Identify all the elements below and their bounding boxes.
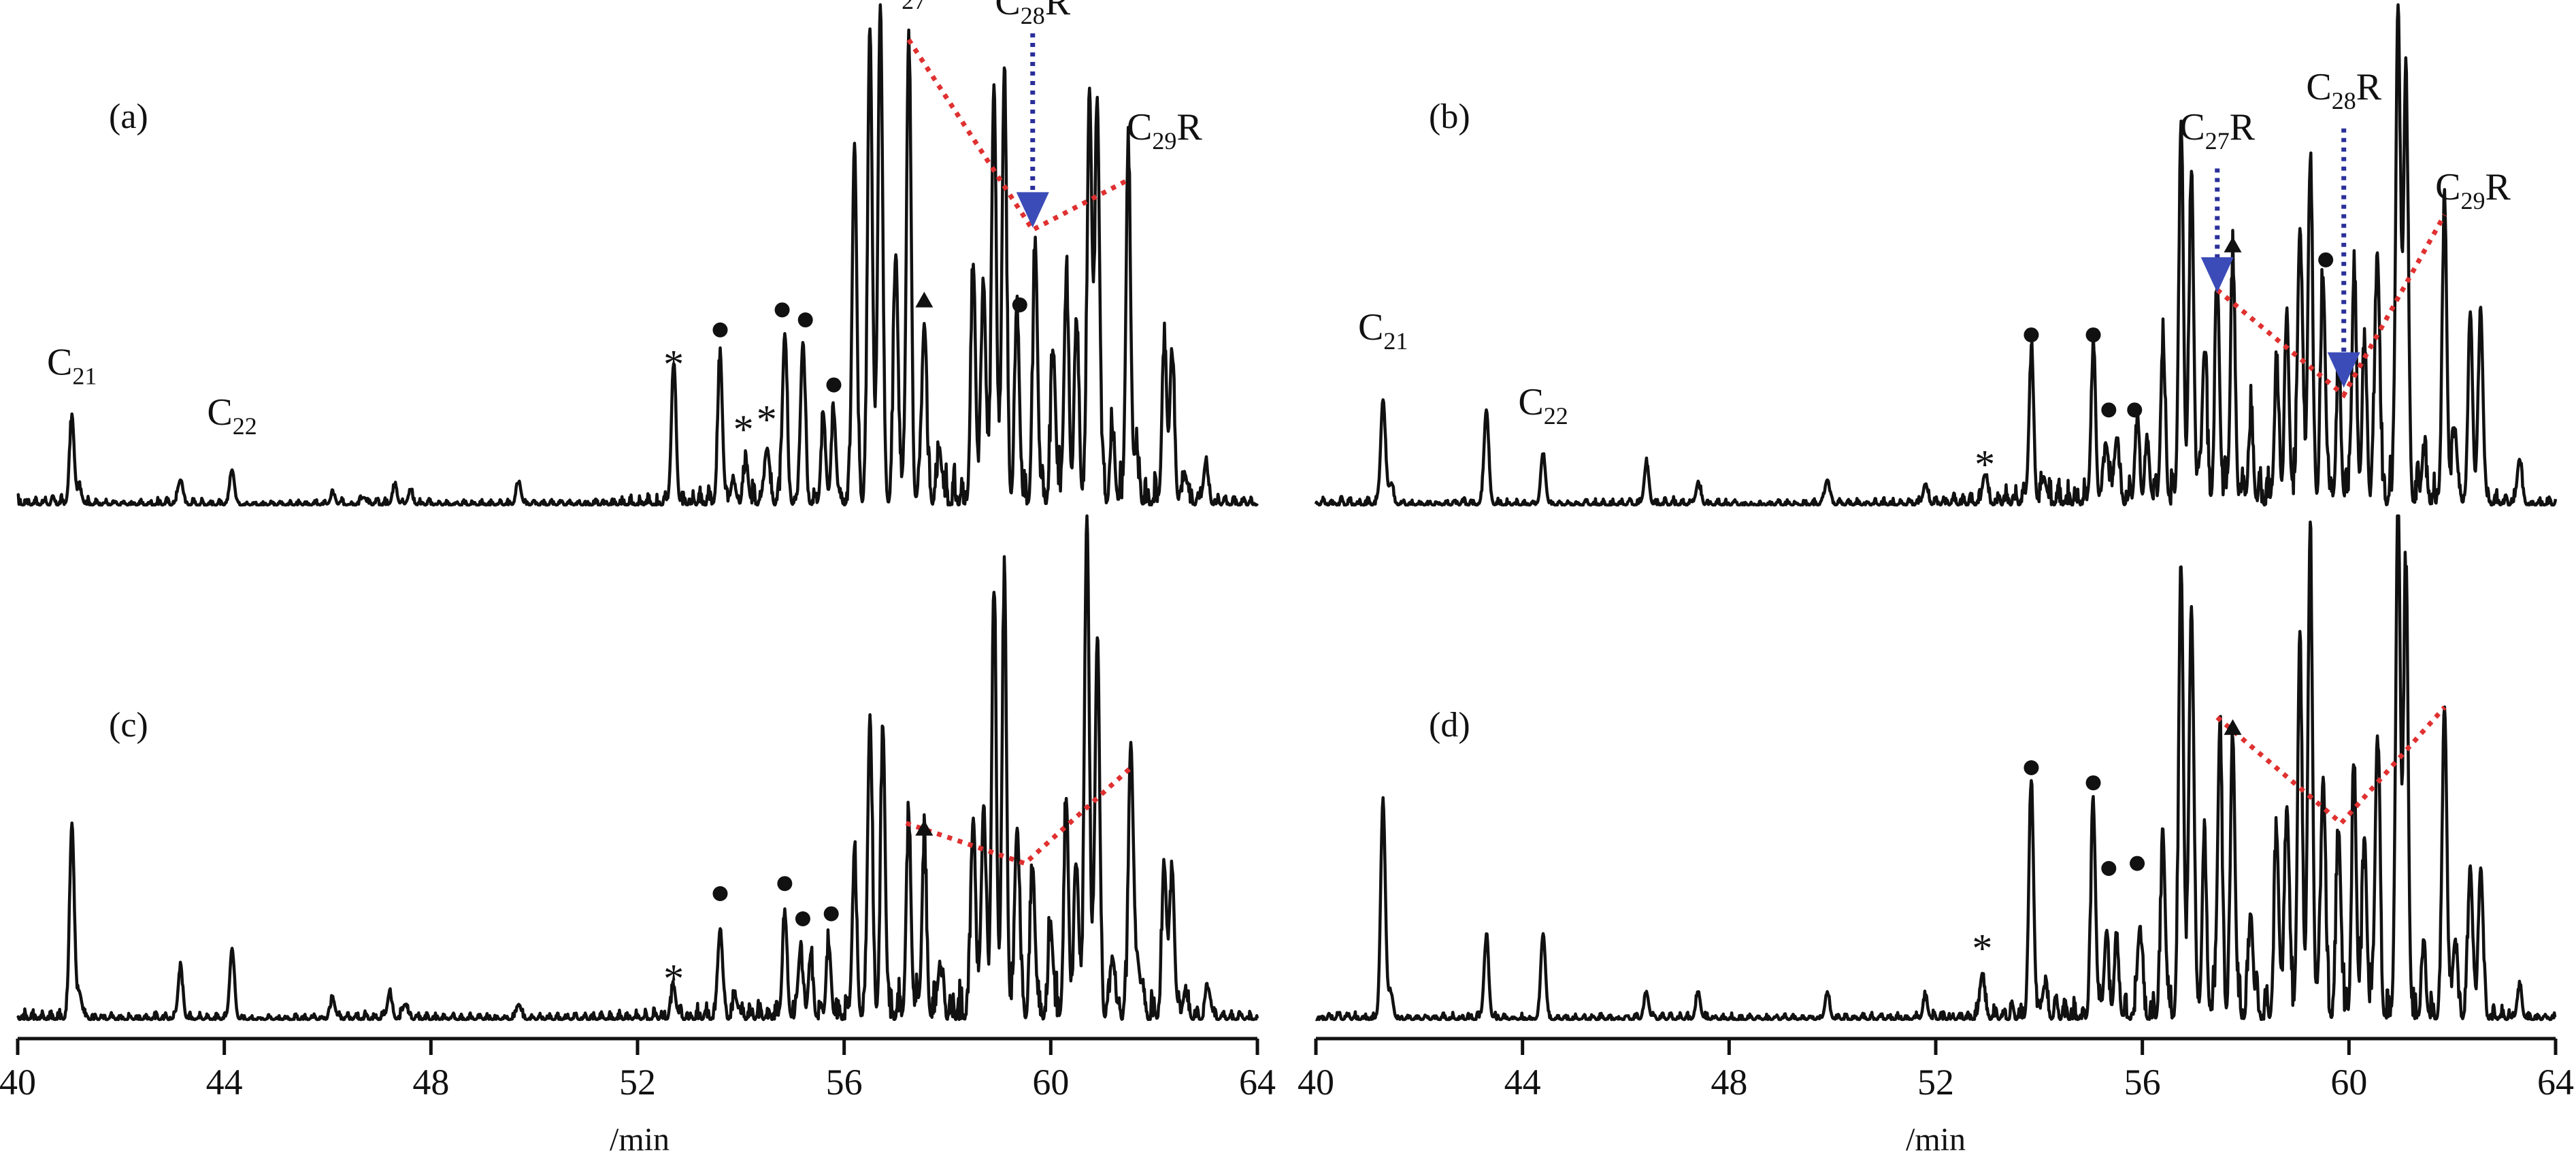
- circle-marker: [2085, 775, 2101, 791]
- panel-b: (b) * C21 C22 C27R C28R C29R: [1314, 3, 2558, 507]
- sterane-trend-line: [2215, 213, 2447, 399]
- x-tick-label: 44: [1504, 1062, 1541, 1103]
- peak-label-c22: C22: [207, 391, 257, 440]
- circle-marker: [2024, 760, 2039, 775]
- star-marker: *: [663, 342, 684, 387]
- panel-label-c: (c): [109, 706, 148, 745]
- x-tick-label: 64: [1239, 1062, 1276, 1103]
- peak-label-c28r: C28R: [995, 0, 1070, 29]
- x-tick-label: 64: [2537, 1062, 2574, 1103]
- star-marker: *: [1975, 442, 1995, 487]
- star-marker: *: [663, 956, 684, 1001]
- x-tick-label: 60: [2330, 1062, 2367, 1103]
- x-axis-title-right: /min: [1906, 1122, 1966, 1155]
- circle-marker: [712, 886, 728, 901]
- triangle-marker: [2224, 236, 2242, 253]
- x-tick-label: 56: [2124, 1062, 2161, 1103]
- peak-label-c21: C21: [47, 341, 97, 389]
- arrow-head-0: [1016, 192, 1049, 228]
- circle-marker: [2318, 252, 2334, 267]
- panel-d: (d) *: [1315, 514, 2557, 1022]
- triangle-marker: [2224, 719, 2242, 735]
- x-tick-label: 52: [1917, 1062, 1954, 1103]
- x-tick-label: 52: [619, 1062, 656, 1103]
- circle-marker: [826, 377, 842, 393]
- triangle-marker: [915, 819, 934, 836]
- x-tick-label: 48: [412, 1062, 449, 1103]
- star-marker: *: [757, 397, 777, 442]
- sterane-trend-line: [2215, 705, 2447, 827]
- circle-marker: [1012, 297, 1027, 312]
- peak-label-c27r: C27R: [876, 0, 952, 14]
- x-axis-title-left: /min: [610, 1122, 670, 1155]
- star-marker: *: [733, 407, 754, 452]
- circle-marker: [2085, 327, 2101, 343]
- circle-marker: [712, 322, 728, 338]
- circle-marker: [774, 302, 790, 318]
- circle-marker: [797, 312, 813, 328]
- chromatogram-trace: [16, 514, 1259, 1022]
- x-tick-label: 60: [1032, 1062, 1069, 1103]
- panel-c: (c) *: [16, 514, 1259, 1022]
- arrow-head-1: [2327, 352, 2360, 388]
- x-axis-left: /min 40 44 48 52 56 60 64: [0, 1037, 1276, 1155]
- chromatogram-trace: [1314, 3, 2558, 507]
- triangle-marker: [915, 291, 934, 308]
- circle-marker: [2024, 327, 2039, 343]
- chromatogram-trace: [16, 3, 1259, 507]
- circle-marker: [2130, 856, 2145, 871]
- peak-label-c28r: C28R: [2306, 66, 2381, 114]
- peak-label-c22: C22: [1518, 381, 1568, 429]
- panel-label-b: (b): [1429, 97, 1470, 136]
- x-tick-label: 40: [0, 1062, 36, 1103]
- x-tick-label: 48: [1711, 1062, 1747, 1103]
- circle-marker: [777, 876, 793, 892]
- x-tick-label: 44: [206, 1062, 243, 1103]
- sterane-trend-line: [905, 766, 1133, 866]
- circle-marker: [795, 911, 810, 926]
- circle-marker: [823, 906, 839, 922]
- peak-label-c27r: C27R: [2179, 106, 2255, 154]
- chromatogram-trace: [1315, 514, 2557, 1022]
- peak-label-c29r: C29R: [1127, 106, 1202, 154]
- panel-label-a: (a): [109, 97, 148, 136]
- circle-marker: [2101, 861, 2117, 876]
- x-tick-label: 56: [826, 1062, 863, 1103]
- panel-label-d: (d): [1429, 706, 1470, 745]
- arrow-head-0: [2200, 257, 2234, 293]
- star-marker: *: [1972, 926, 1992, 971]
- x-tick-label: 40: [1298, 1062, 1334, 1103]
- peak-label-c21: C21: [1358, 306, 1408, 355]
- circle-marker: [2127, 402, 2143, 418]
- circle-marker: [2101, 402, 2117, 418]
- x-axis-right: /min 40 44 48 52 56 60 64: [1298, 1037, 2574, 1155]
- peak-label-c29r: C29R: [2435, 166, 2511, 214]
